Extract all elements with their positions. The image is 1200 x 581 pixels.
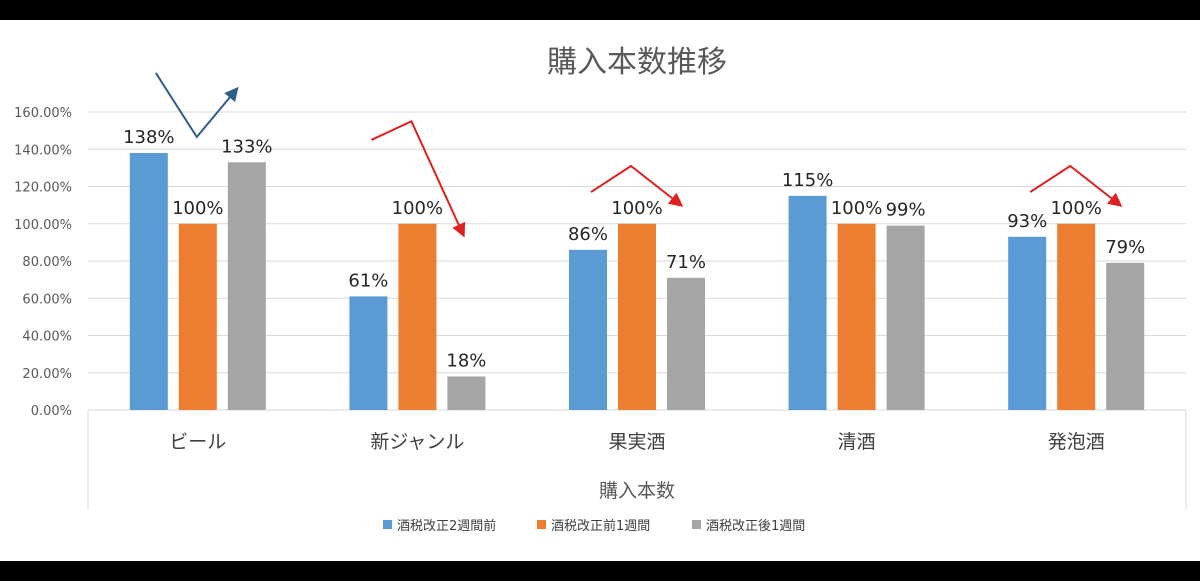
data-label: 18% [446, 350, 486, 371]
legend-swatch [383, 520, 392, 529]
category-labels: ビール 新ジャンル 果実酒 清酒 発泡酒 [169, 431, 1104, 453]
bar [1057, 223, 1096, 410]
bar [886, 225, 925, 410]
data-label: 100% [611, 198, 662, 219]
trend-arrow [1029, 164, 1123, 207]
x-axis-title: 購入本数 [599, 480, 675, 502]
legend-label: 酒税改正前1週間 [551, 518, 650, 534]
bar [1008, 236, 1047, 410]
category-label: ビール [169, 431, 226, 453]
data-label: 138% [123, 127, 174, 148]
bar [667, 277, 705, 410]
bar [227, 162, 266, 410]
chart-title: 購入本数推移 [547, 45, 727, 80]
trend-arrow [590, 164, 684, 207]
legend-label: 酒税改正2週間前 [397, 518, 496, 534]
bar [569, 249, 607, 410]
bar [837, 223, 876, 410]
category-label: 果実酒 [608, 431, 665, 453]
data-labels: 138%100%133%61%100%18%86%100%71%115%100%… [123, 127, 1145, 372]
data-label: 100% [1050, 198, 1101, 219]
chart-area: 購入本数推移 0.00% 20.00% 40.00% 60.00% 80.00% 100.… [0, 20, 1200, 561]
legend: 酒税改正2週間前 酒税改正前1週間 酒税改正後1週間 [383, 518, 805, 534]
trend-arrow [370, 119, 466, 238]
bar [178, 223, 217, 410]
data-label: 100% [172, 198, 223, 219]
data-label: 99% [886, 200, 926, 221]
y-tick-label: 160.00% [14, 106, 72, 121]
y-tick-label: 80.00% [22, 255, 72, 270]
data-label: 79% [1105, 237, 1145, 258]
bar [447, 376, 486, 410]
data-label: 71% [666, 252, 706, 273]
data-label: 133% [221, 136, 272, 157]
bar [349, 296, 388, 410]
trend-arrow [154, 72, 239, 139]
category-label: 新ジャンル [370, 431, 464, 453]
y-tick-label: 120.00% [14, 181, 72, 196]
data-label: 86% [568, 224, 608, 245]
axes: 0.00% 20.00% 40.00% 60.00% 80.00% 100.00% 120.… [14, 106, 1187, 510]
y-tick-label: 60.00% [22, 292, 72, 307]
category-label: 発泡酒 [1048, 431, 1105, 453]
y-tick-label: 40.00% [22, 330, 72, 345]
data-label: 115% [782, 170, 833, 191]
bars [129, 152, 1145, 410]
y-tick-label: 0.00% [31, 404, 72, 419]
y-tick-label: 140.00% [14, 143, 72, 158]
category-label: 清酒 [838, 431, 876, 453]
data-label: 100% [831, 198, 882, 219]
legend-label: 酒税改正後1週間 [706, 519, 805, 534]
data-label: 93% [1007, 211, 1047, 232]
y-tick-label: 100.00% [14, 218, 72, 233]
bar [398, 223, 437, 410]
data-label: 61% [348, 270, 388, 291]
legend-swatch [537, 520, 546, 529]
trend-arrows [154, 72, 1123, 238]
bar [618, 223, 656, 410]
data-label: 100% [392, 198, 443, 219]
bar [788, 195, 827, 410]
legend-swatch [692, 520, 701, 529]
y-tick-label: 20.00% [22, 367, 72, 382]
bar [129, 152, 168, 410]
bar-chart: 購入本数推移 0.00% 20.00% 40.00% 60.00% 80.00% 100.… [14, 45, 1187, 534]
bar [1106, 262, 1145, 410]
